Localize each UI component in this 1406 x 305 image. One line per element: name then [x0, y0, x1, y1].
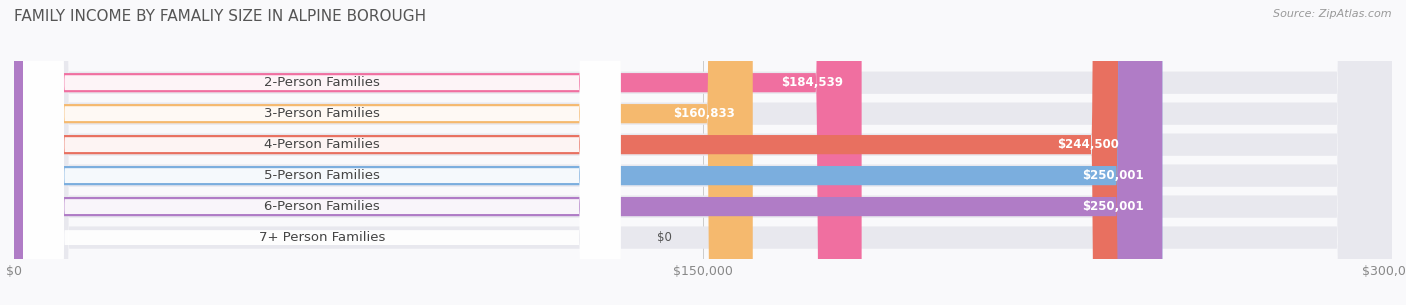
Text: 5-Person Families: 5-Person Families	[264, 169, 380, 182]
Text: FAMILY INCOME BY FAMALIY SIZE IN ALPINE BOROUGH: FAMILY INCOME BY FAMALIY SIZE IN ALPINE …	[14, 9, 426, 24]
Text: Source: ZipAtlas.com: Source: ZipAtlas.com	[1274, 9, 1392, 19]
FancyBboxPatch shape	[14, 0, 1392, 305]
Text: $244,500: $244,500	[1057, 138, 1119, 151]
Text: $160,833: $160,833	[672, 107, 734, 120]
Text: $250,001: $250,001	[1083, 200, 1144, 213]
FancyBboxPatch shape	[14, 0, 1163, 305]
Text: 3-Person Families: 3-Person Families	[264, 107, 380, 120]
FancyBboxPatch shape	[24, 0, 620, 305]
Text: 7+ Person Families: 7+ Person Families	[259, 231, 385, 244]
FancyBboxPatch shape	[14, 0, 1392, 305]
Text: 6-Person Families: 6-Person Families	[264, 200, 380, 213]
FancyBboxPatch shape	[24, 0, 620, 305]
Text: $0: $0	[657, 231, 672, 244]
FancyBboxPatch shape	[14, 0, 752, 305]
FancyBboxPatch shape	[14, 0, 862, 305]
FancyBboxPatch shape	[14, 0, 1392, 305]
FancyBboxPatch shape	[24, 0, 620, 305]
FancyBboxPatch shape	[14, 0, 1392, 305]
FancyBboxPatch shape	[24, 0, 620, 305]
FancyBboxPatch shape	[14, 0, 1163, 305]
Text: 2-Person Families: 2-Person Families	[264, 76, 380, 89]
Text: $184,539: $184,539	[782, 76, 844, 89]
FancyBboxPatch shape	[24, 0, 620, 305]
Text: $250,001: $250,001	[1083, 169, 1144, 182]
Text: 4-Person Families: 4-Person Families	[264, 138, 380, 151]
FancyBboxPatch shape	[24, 0, 620, 305]
FancyBboxPatch shape	[14, 0, 1392, 305]
FancyBboxPatch shape	[14, 0, 1392, 305]
FancyBboxPatch shape	[14, 0, 1137, 305]
